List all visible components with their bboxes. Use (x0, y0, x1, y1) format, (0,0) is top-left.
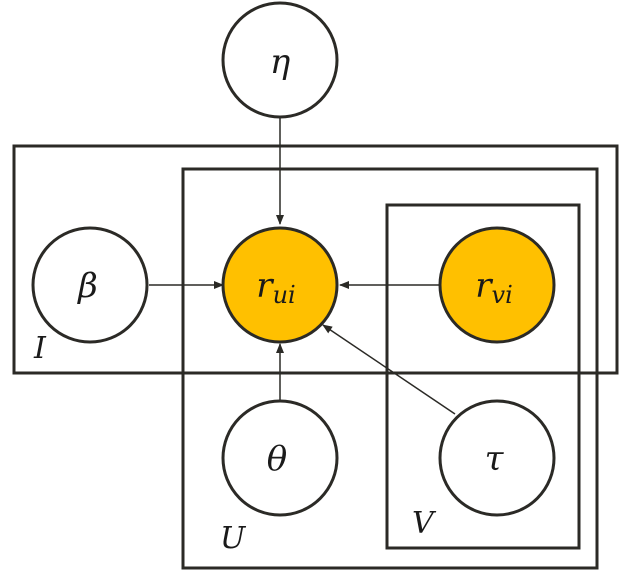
svg-text:η: η (270, 42, 291, 82)
plate-label-I: I (33, 331, 47, 366)
node-r-ui-circle (221, 226, 339, 344)
svg-text:τ: τ (485, 439, 505, 479)
plate-U (181, 167, 599, 570)
node-eta: η (221, 1, 339, 119)
svg-text:rvi: rvi (475, 266, 513, 309)
plate-I (12, 144, 619, 375)
node-eta-circle (221, 1, 339, 119)
node-eta-symbol: η (270, 42, 291, 82)
node-theta-circle (221, 399, 339, 517)
node-r-ui: rui (221, 226, 339, 344)
node-r-vi: rvi (438, 226, 556, 344)
node-r-vi-subscript: vi (492, 281, 513, 309)
svg-text:β: β (76, 266, 98, 306)
node-tau-circle (438, 399, 556, 517)
node-beta: β (31, 226, 149, 344)
svg-text:rui: rui (256, 266, 295, 309)
svg-text:θ: θ (267, 439, 287, 479)
node-r-vi-circle (438, 226, 556, 344)
edge-tau-to-rui (322, 324, 456, 415)
edges (149, 118, 456, 415)
node-theta: θ (221, 399, 339, 517)
node-theta-symbol: θ (267, 439, 287, 479)
node-r-ui-subscript: ui (273, 281, 296, 309)
plate-label-U: U (220, 521, 247, 556)
plate-label-V: V (412, 506, 437, 541)
node-r-vi-symbol: r (475, 266, 493, 306)
node-r-ui-symbol: r (256, 266, 274, 306)
node-tau-symbol: τ (485, 439, 505, 479)
plate-V (385, 203, 581, 550)
node-beta-circle (31, 226, 149, 344)
node-tau: τ (438, 399, 556, 517)
node-beta-symbol: β (76, 266, 98, 306)
